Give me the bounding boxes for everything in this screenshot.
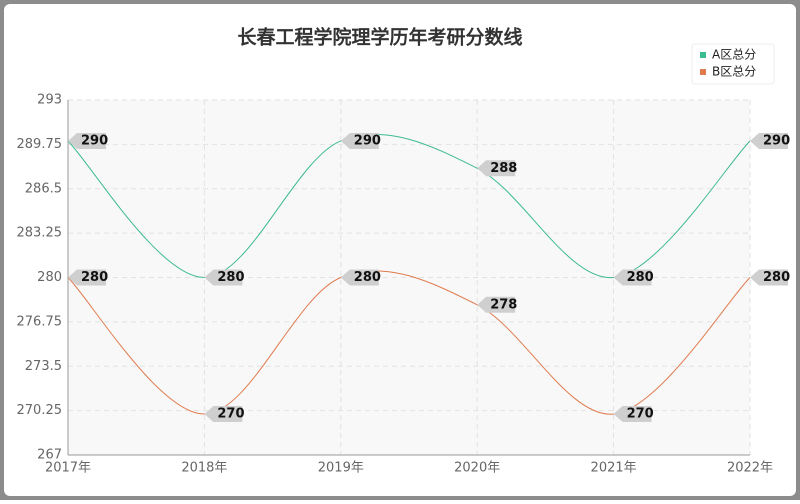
data-label: 280 [81,270,108,285]
data-label-tag [68,269,106,286]
legend-label: B区总分 [712,65,756,79]
data-label-tag [750,269,788,286]
y-tick-label: 280 [37,270,62,285]
data-label-tag [340,132,379,149]
data-label-tag [613,269,652,286]
legend-box [691,43,775,85]
data-label: 290 [81,133,108,148]
data-label: 280 [354,270,381,285]
y-tick-label: 286.5 [25,181,62,196]
chart-title: 长春工程学院理学历年考研分数线 [237,26,522,49]
data-label: 270 [627,407,654,422]
data-label: 280 [763,270,790,285]
x-tick-label: 2020年 [454,461,500,476]
data-label-tag [750,132,788,149]
data-label: 288 [490,161,517,176]
data-label-tag [477,160,516,177]
data-label: 280 [217,270,244,285]
series-line [67,133,751,279]
data-label-tag [340,269,379,286]
x-tick-label: 2019年 [318,461,364,476]
data-label-tag [613,406,652,423]
y-tick-label: 293 [37,93,62,108]
y-tick-label: 273.5 [25,359,62,374]
data-label: 278 [490,297,517,312]
x-tick-label: 2021年 [591,461,637,476]
x-tick-label: 2022年 [727,461,773,476]
y-tick-label: 283.25 [17,226,63,241]
data-label-tag [204,406,243,423]
y-tick-label: 270.25 [17,403,63,418]
data-label: 290 [763,133,790,148]
y-tick-label: 289.75 [17,137,63,152]
legend-label: A区总分 [712,48,756,62]
legend-marker [700,52,706,58]
data-label: 270 [217,407,244,422]
x-tick-label: 2017年 [45,461,91,476]
legend-marker [700,69,706,75]
x-tick-label: 2018年 [181,461,227,476]
data-label-tag [477,296,516,313]
data-label: 290 [354,133,381,148]
series-line [67,270,751,415]
y-tick-label: 276.75 [17,314,63,329]
data-label-tag [204,269,243,286]
y-tick-label: 267 [37,448,62,463]
data-label-tag [68,132,106,149]
data-label: 280 [627,270,654,285]
